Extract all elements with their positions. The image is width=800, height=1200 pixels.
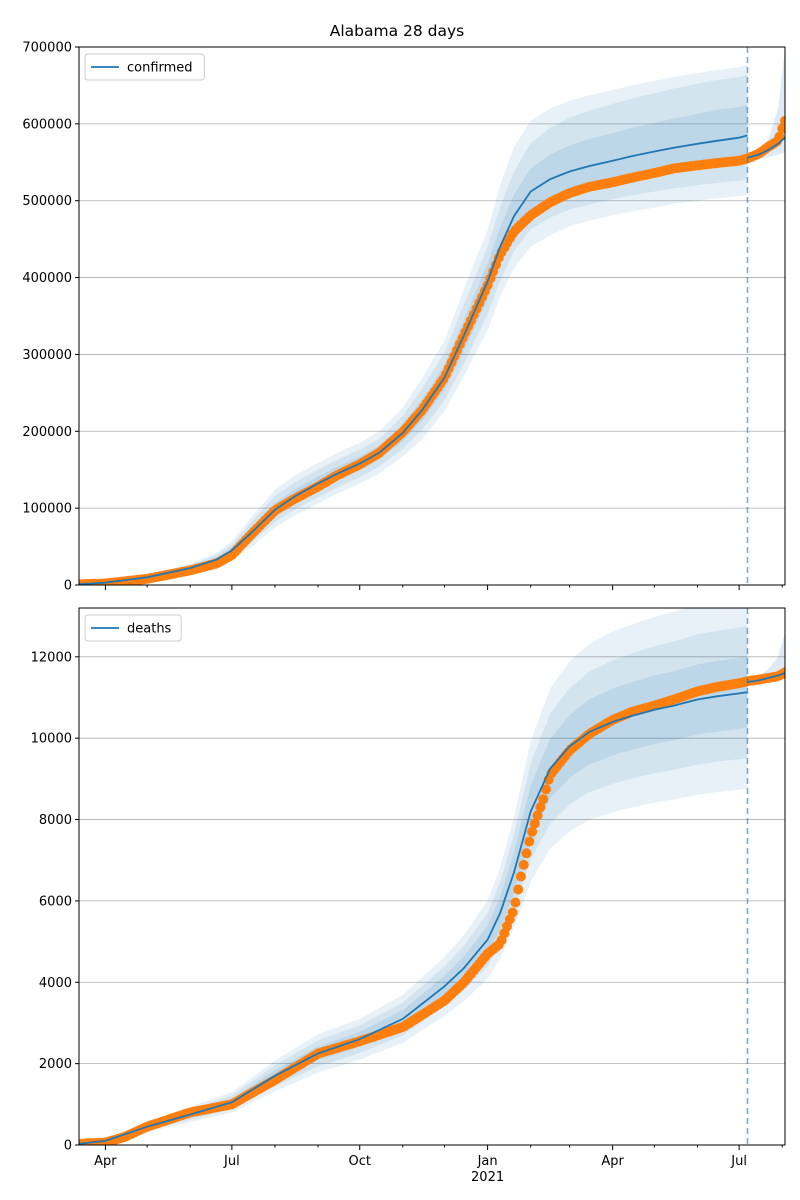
x-year-label: 2021 bbox=[471, 1170, 504, 1185]
y-tick-label: 0 bbox=[64, 1139, 72, 1154]
y-tick-label: 200000 bbox=[22, 425, 72, 440]
x-tick-label: Jul bbox=[223, 1154, 240, 1169]
y-tick-label: 300000 bbox=[22, 348, 72, 363]
observed-point bbox=[510, 897, 521, 908]
forecast-line bbox=[747, 137, 785, 159]
forecast-band bbox=[747, 632, 785, 684]
y-tick-label: 100000 bbox=[22, 502, 72, 517]
y-tick-label: 4000 bbox=[39, 976, 72, 991]
y-tick-label: 500000 bbox=[22, 194, 72, 209]
observed-point bbox=[507, 907, 518, 918]
legend-box bbox=[84, 53, 205, 81]
observed-point bbox=[529, 818, 540, 829]
y-tick-label: 600000 bbox=[22, 117, 72, 132]
y-tick-label: 12000 bbox=[31, 650, 72, 665]
confirmed-panel: 0 100000 200000 300000 400000 500000 600000 700… bbox=[22, 41, 786, 594]
observed-point bbox=[780, 115, 785, 126]
forecast-line bbox=[747, 672, 785, 683]
x-tick-label: Jan bbox=[477, 1154, 498, 1169]
observed-point bbox=[515, 871, 526, 882]
observed-point bbox=[527, 826, 538, 837]
y-tick-label: 6000 bbox=[39, 894, 72, 909]
observed-point bbox=[532, 810, 543, 821]
observed-point bbox=[777, 123, 785, 134]
legend: confirmed bbox=[84, 53, 205, 81]
confidence-band-middle bbox=[79, 626, 748, 1145]
forecast-band bbox=[747, 48, 785, 161]
legend: deaths bbox=[84, 614, 182, 642]
x-tick-label: Apr bbox=[94, 1154, 117, 1169]
deaths-panel: 0 2000 4000 6000 8000 10000 12000 deaths bbox=[31, 607, 786, 1154]
x-tick-label: Oct bbox=[348, 1154, 370, 1169]
legend-box bbox=[84, 614, 182, 642]
observed-point bbox=[521, 848, 532, 859]
y-tick-label: 400000 bbox=[22, 271, 72, 286]
y-tick-label: 700000 bbox=[22, 41, 72, 56]
plot-area bbox=[79, 48, 785, 585]
observed-point bbox=[524, 836, 535, 847]
y-tick-label: 2000 bbox=[39, 1057, 72, 1072]
x-tick-label: Jul bbox=[730, 1154, 747, 1169]
axes-frame bbox=[78, 46, 786, 586]
x-tick-label: Apr bbox=[601, 1154, 624, 1169]
observed-point bbox=[513, 884, 524, 895]
legend-label: deaths bbox=[127, 622, 172, 637]
observed-point bbox=[538, 794, 549, 805]
axes-frame bbox=[78, 607, 786, 1146]
legend-label: confirmed bbox=[127, 61, 193, 76]
model-line bbox=[79, 134, 748, 585]
confidence-band-inner bbox=[79, 104, 748, 585]
y-tick-label: 8000 bbox=[39, 813, 72, 828]
confidence-band-middle bbox=[79, 74, 748, 585]
model-line bbox=[79, 691, 748, 1145]
observed-point bbox=[541, 784, 551, 795]
observed-point bbox=[774, 131, 785, 142]
confidence-band-inner bbox=[79, 656, 748, 1144]
y-tick-label: 0 bbox=[64, 579, 72, 594]
chart-title: Alabama 28 days bbox=[330, 22, 465, 40]
plot-area bbox=[79, 608, 785, 1145]
observed-point bbox=[518, 859, 529, 870]
x-axis: Apr Jul Oct Jan Apr Jul 2021 bbox=[94, 1154, 747, 1185]
y-tick-label: 10000 bbox=[31, 732, 72, 747]
observed-point bbox=[535, 802, 546, 813]
